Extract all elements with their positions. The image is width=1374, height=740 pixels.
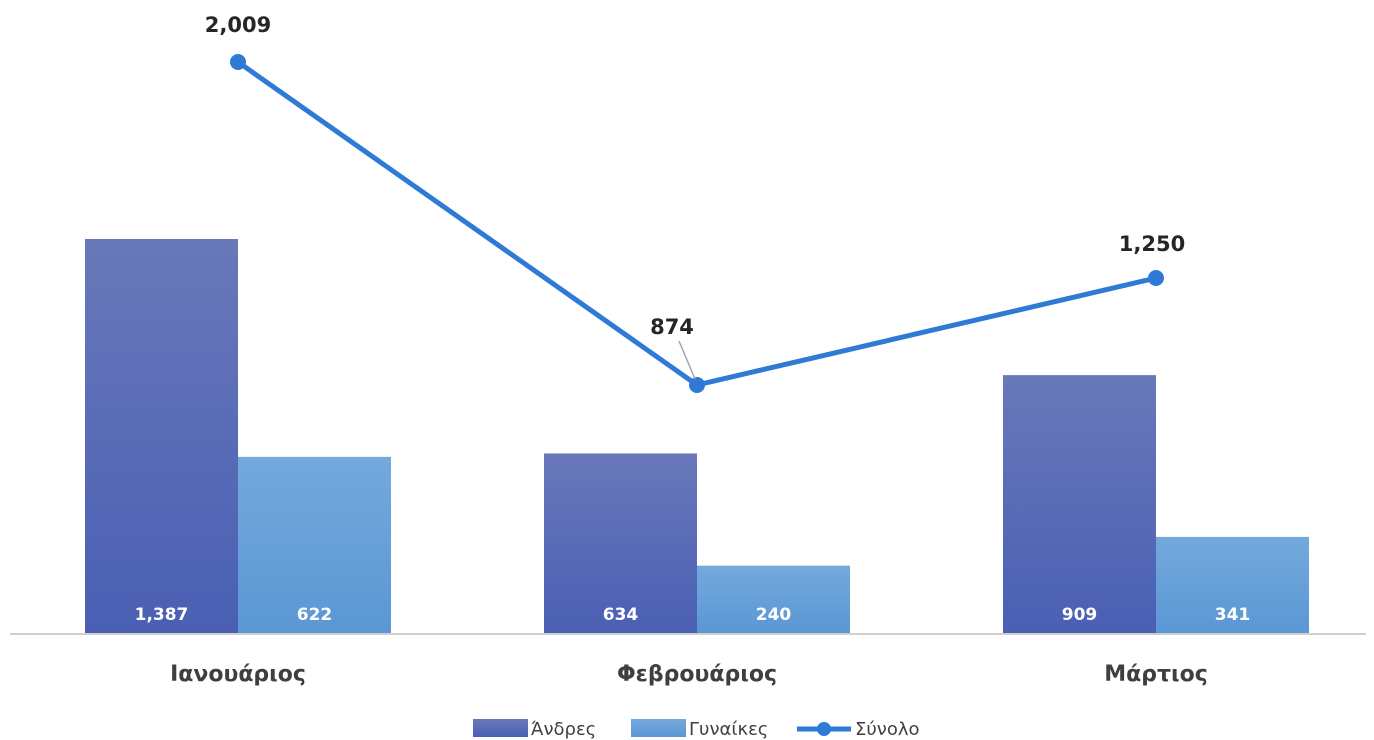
legend: Άνδρες Γυναίκες Σύνολο bbox=[473, 719, 920, 740]
total-line bbox=[235, 59, 1159, 388]
total-label-1: 874 bbox=[650, 315, 694, 339]
bar-men-1[interactable] bbox=[544, 453, 697, 634]
category-label-0: Ιανουάριος bbox=[170, 662, 306, 687]
category-label-2: Μάρτιος bbox=[1104, 662, 1208, 687]
legend-item-men[interactable]: Άνδρες bbox=[473, 719, 596, 740]
legend-label-women: Γυναίκες bbox=[689, 719, 768, 740]
legend-swatch-women bbox=[631, 719, 686, 737]
bar-label-men-0: 1,387 bbox=[135, 605, 189, 625]
bar-label-men-2: 909 bbox=[1062, 605, 1098, 625]
total-label-0: 2,009 bbox=[205, 13, 271, 37]
bar-women-2[interactable] bbox=[1156, 536, 1309, 634]
legend-label-total: Σύνολο bbox=[855, 719, 920, 740]
bars-layer bbox=[85, 239, 1309, 634]
legend-item-women[interactable]: Γυναίκες bbox=[631, 719, 768, 740]
total-point-1[interactable] bbox=[689, 377, 705, 393]
bar-label-men-1: 634 bbox=[603, 605, 639, 625]
bar-women-1[interactable] bbox=[697, 565, 850, 634]
total-point-2[interactable] bbox=[1148, 269, 1164, 286]
bar-label-women-0: 622 bbox=[297, 605, 333, 625]
total-label-2: 1,250 bbox=[1119, 232, 1185, 256]
total-point-0[interactable] bbox=[230, 54, 246, 70]
category-labels-layer: Ιανουάριος Φεβρουάριος Μάρτιος bbox=[170, 662, 1208, 687]
bar-label-women-1: 240 bbox=[756, 605, 792, 625]
legend-item-total[interactable]: Σύνολο bbox=[797, 719, 920, 740]
bar-men-0[interactable] bbox=[85, 239, 238, 634]
line-labels-layer: 2,009 874 1,250 bbox=[205, 13, 1185, 380]
bar-label-women-2: 341 bbox=[1215, 605, 1251, 625]
line-layer bbox=[230, 54, 1164, 393]
legend-swatch-men bbox=[473, 719, 528, 737]
total-label-leader-1 bbox=[678, 340, 696, 380]
bar-labels-layer: 1,387 622 634 240 909 341 bbox=[135, 605, 1251, 625]
legend-label-men: Άνδρες bbox=[531, 719, 596, 740]
bar-men-2[interactable] bbox=[1003, 375, 1156, 634]
bar-women-0[interactable] bbox=[238, 456, 391, 634]
legend-swatch-total-marker bbox=[817, 722, 831, 736]
category-label-1: Φεβρουάριος bbox=[617, 662, 777, 687]
